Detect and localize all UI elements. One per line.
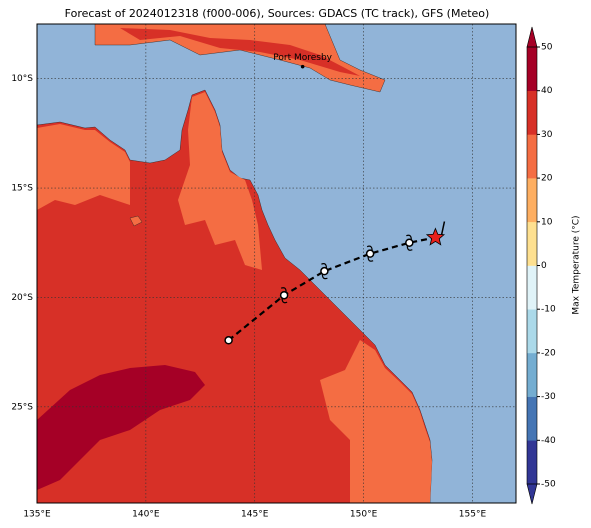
- track-point: [365, 249, 375, 258]
- colorbar-band: [527, 221, 537, 266]
- track-point: [279, 290, 289, 300]
- land: [37, 24, 433, 503]
- colorbar-band: [527, 178, 537, 223]
- x-tick-label: 140°E: [132, 510, 160, 520]
- place-label: Port Moresby: [273, 53, 332, 63]
- new-guinea: [94, 24, 386, 93]
- land-hot: [37, 365, 205, 490]
- colorbar-extend-bottom: [526, 483, 538, 505]
- colorbar-band: [527, 309, 537, 354]
- y-tick-label: 20°S: [11, 293, 33, 303]
- colorbar-band: [527, 440, 537, 485]
- colorbar-extend-top: [526, 26, 538, 48]
- island: [129, 215, 143, 227]
- colorbar-tick-label: -40: [541, 436, 556, 446]
- colorbar-band: [527, 265, 537, 310]
- y-tick-label: 10°S: [11, 74, 33, 84]
- track: [224, 221, 446, 345]
- land-warm: [320, 340, 432, 503]
- land-warm: [178, 92, 262, 270]
- colorbar-band: [527, 352, 537, 397]
- colorbar-tick-label: -50: [541, 480, 556, 490]
- colorbar-tick-label: 30: [541, 130, 553, 140]
- chart-title: Forecast of 2024012318 (f000-006), Sourc…: [65, 7, 490, 20]
- colorbar-label: Max Temperature (°C): [572, 215, 582, 314]
- land-warm: [37, 124, 130, 210]
- track-point: [405, 238, 414, 247]
- new-guinea-inner: [120, 28, 360, 76]
- colorbar-tick-label: 0: [541, 261, 547, 271]
- storm-symbol: [321, 263, 328, 280]
- track-point: [425, 227, 446, 246]
- track-point: [320, 266, 329, 276]
- x-tick-label: 150°E: [350, 510, 378, 520]
- colorbar-tick-label: 50: [541, 43, 553, 53]
- y-tick-label: 15°S: [11, 184, 33, 194]
- colorbar-band: [527, 396, 537, 441]
- storm-symbol: [406, 234, 413, 251]
- x-tick-label: 145°E: [241, 510, 269, 520]
- storm-symbol: [280, 287, 288, 304]
- storm-tail: [440, 221, 446, 236]
- track-line: [227, 236, 436, 342]
- colorbar: -50 -40 -30 -20 -10 0 10 20 30 40 50: [526, 26, 556, 505]
- colorbar-tick-label: 20: [541, 174, 553, 184]
- colorbar-tick-label: 10: [541, 217, 553, 227]
- x-tick-label: 155°E: [459, 510, 487, 520]
- colorbar-tick-label: -30: [541, 392, 556, 402]
- y-tick-label: 25°S: [11, 402, 33, 412]
- colorbar-band: [527, 90, 537, 135]
- colorbar-tick-label: -10: [541, 305, 556, 315]
- colorbar-tick-label: -20: [541, 348, 556, 358]
- place-marker: [300, 64, 305, 69]
- colorbar-band: [527, 47, 537, 91]
- storm-symbol: [366, 245, 374, 262]
- track-point: [224, 336, 233, 345]
- map-frame: [36, 23, 517, 504]
- x-tick-label: 135°E: [23, 510, 51, 520]
- colorbar-band: [527, 134, 537, 179]
- colorbar-tick-label: 40: [541, 86, 553, 96]
